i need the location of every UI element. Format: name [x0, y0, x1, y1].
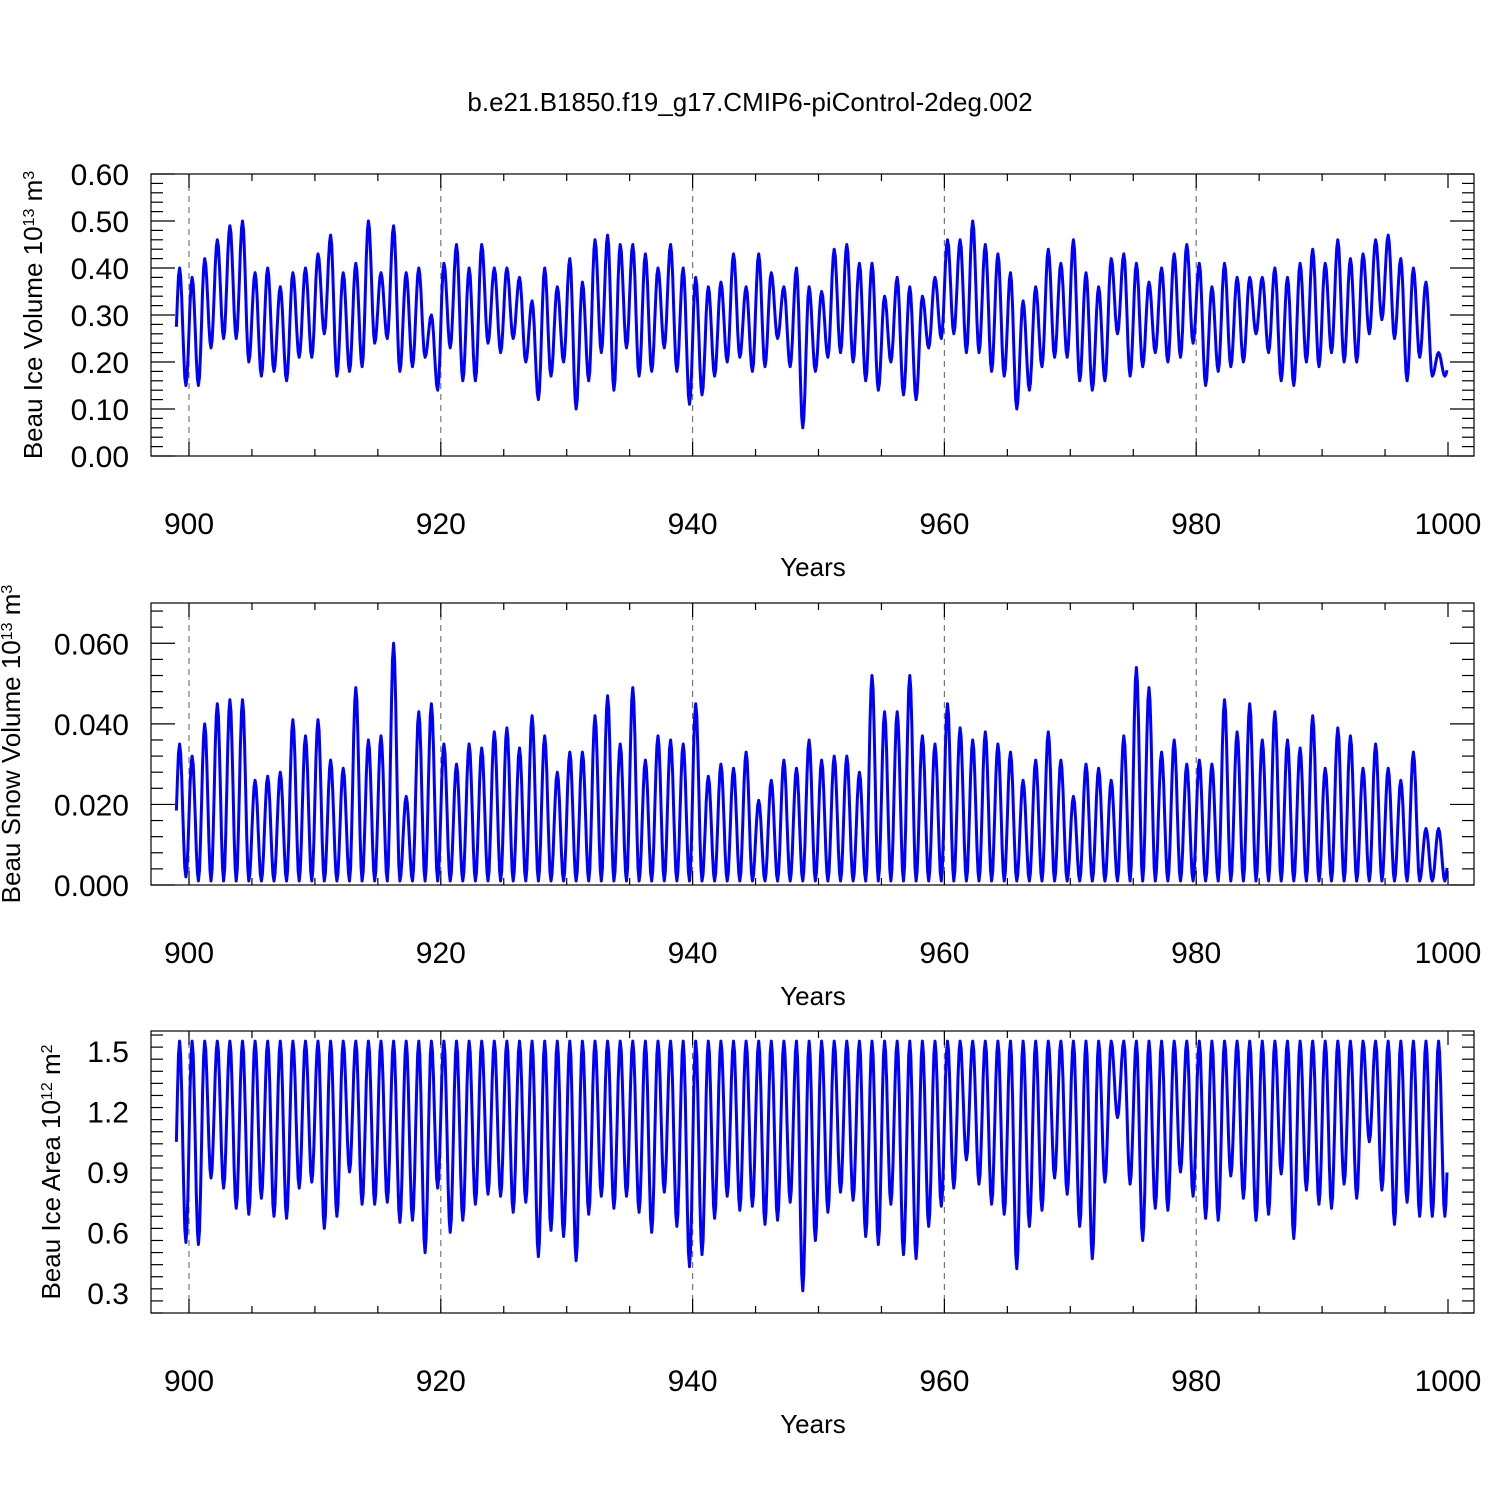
y-axis-label: Beau Ice Area 1012 m2 — [36, 1044, 66, 1299]
panel-2: 900 920 940 960 980 1000 0.000 0.020 0.040 0.060 Y… — [0, 585, 1481, 1011]
y-tick-label: 0.040 — [54, 709, 129, 742]
x-tick-label: 960 — [919, 508, 969, 541]
x-axis-label: Years — [780, 552, 846, 582]
y-tick-label: 0.50 — [71, 206, 129, 239]
x-axis-label: Years — [780, 1409, 846, 1439]
x-tick-label: 900 — [164, 1365, 214, 1398]
x-tick-label: 1000 — [1415, 1365, 1482, 1398]
y-tick-label: 0.30 — [71, 300, 129, 333]
y-axis-label: Beau Ice Volume 1013 m3 — [18, 171, 48, 459]
x-tick-label: 980 — [1171, 1365, 1221, 1398]
panel-3: 900 920 940 960 980 1000 0.3 0.6 0.9 1.2 1.5 Years B… — [36, 1030, 1482, 1439]
series-line-3 — [174, 1039, 1449, 1293]
y-axis-label: Beau Snow Volume 1013 m3 — [0, 585, 26, 904]
y-tick-label: 0.20 — [71, 347, 129, 380]
plot-frame — [150, 602, 1475, 886]
x-tick-label: 900 — [164, 508, 214, 541]
x-tick-label: 960 — [919, 937, 969, 970]
y-tick-label: 0.40 — [71, 253, 129, 286]
y-tick-label: 0.00 — [71, 441, 129, 474]
series-line-1 — [174, 219, 1449, 430]
x-tick-label: 940 — [668, 508, 718, 541]
x-tick-label: 920 — [416, 508, 466, 541]
x-tick-label: 980 — [1171, 508, 1221, 541]
x-tick-label: 980 — [1171, 937, 1221, 970]
x-axis-label: Years — [780, 981, 846, 1011]
y-tick-label: 0.000 — [54, 870, 129, 903]
y-tick-label: 0.60 — [71, 159, 129, 192]
x-tick-label: 1000 — [1415, 508, 1482, 541]
y-tick-label: 0.10 — [71, 394, 129, 427]
y-tick-label: 1.2 — [87, 1097, 129, 1130]
y-tick-label: 1.5 — [87, 1036, 129, 1069]
y-tick-label: 0.6 — [87, 1217, 129, 1250]
x-tick-label: 940 — [668, 1365, 718, 1398]
x-tick-label: 900 — [164, 937, 214, 970]
plot-frame — [150, 1030, 1475, 1314]
y-tick-label: 0.060 — [54, 628, 129, 661]
y-tick-label: 0.020 — [54, 789, 129, 822]
y-tick-label: 0.3 — [87, 1278, 129, 1311]
figure-title: b.e21.B1850.f19_g17.CMIP6-piControl-2deg… — [467, 87, 1032, 117]
y-tick-label: 0.9 — [87, 1157, 129, 1190]
x-tick-label: 1000 — [1415, 937, 1482, 970]
x-tick-label: 920 — [416, 1365, 466, 1398]
x-tick-label: 940 — [668, 937, 718, 970]
series-line-2 — [174, 641, 1449, 883]
x-tick-label: 920 — [416, 937, 466, 970]
x-tick-label: 960 — [919, 1365, 969, 1398]
panels: 900 920 940 960 980 1000 0.00 0.10 0.20 0.30 0.40 0… — [0, 159, 1481, 1439]
panel-1: 900 920 940 960 980 1000 0.00 0.10 0.20 0.30 0.40 0… — [18, 159, 1481, 582]
